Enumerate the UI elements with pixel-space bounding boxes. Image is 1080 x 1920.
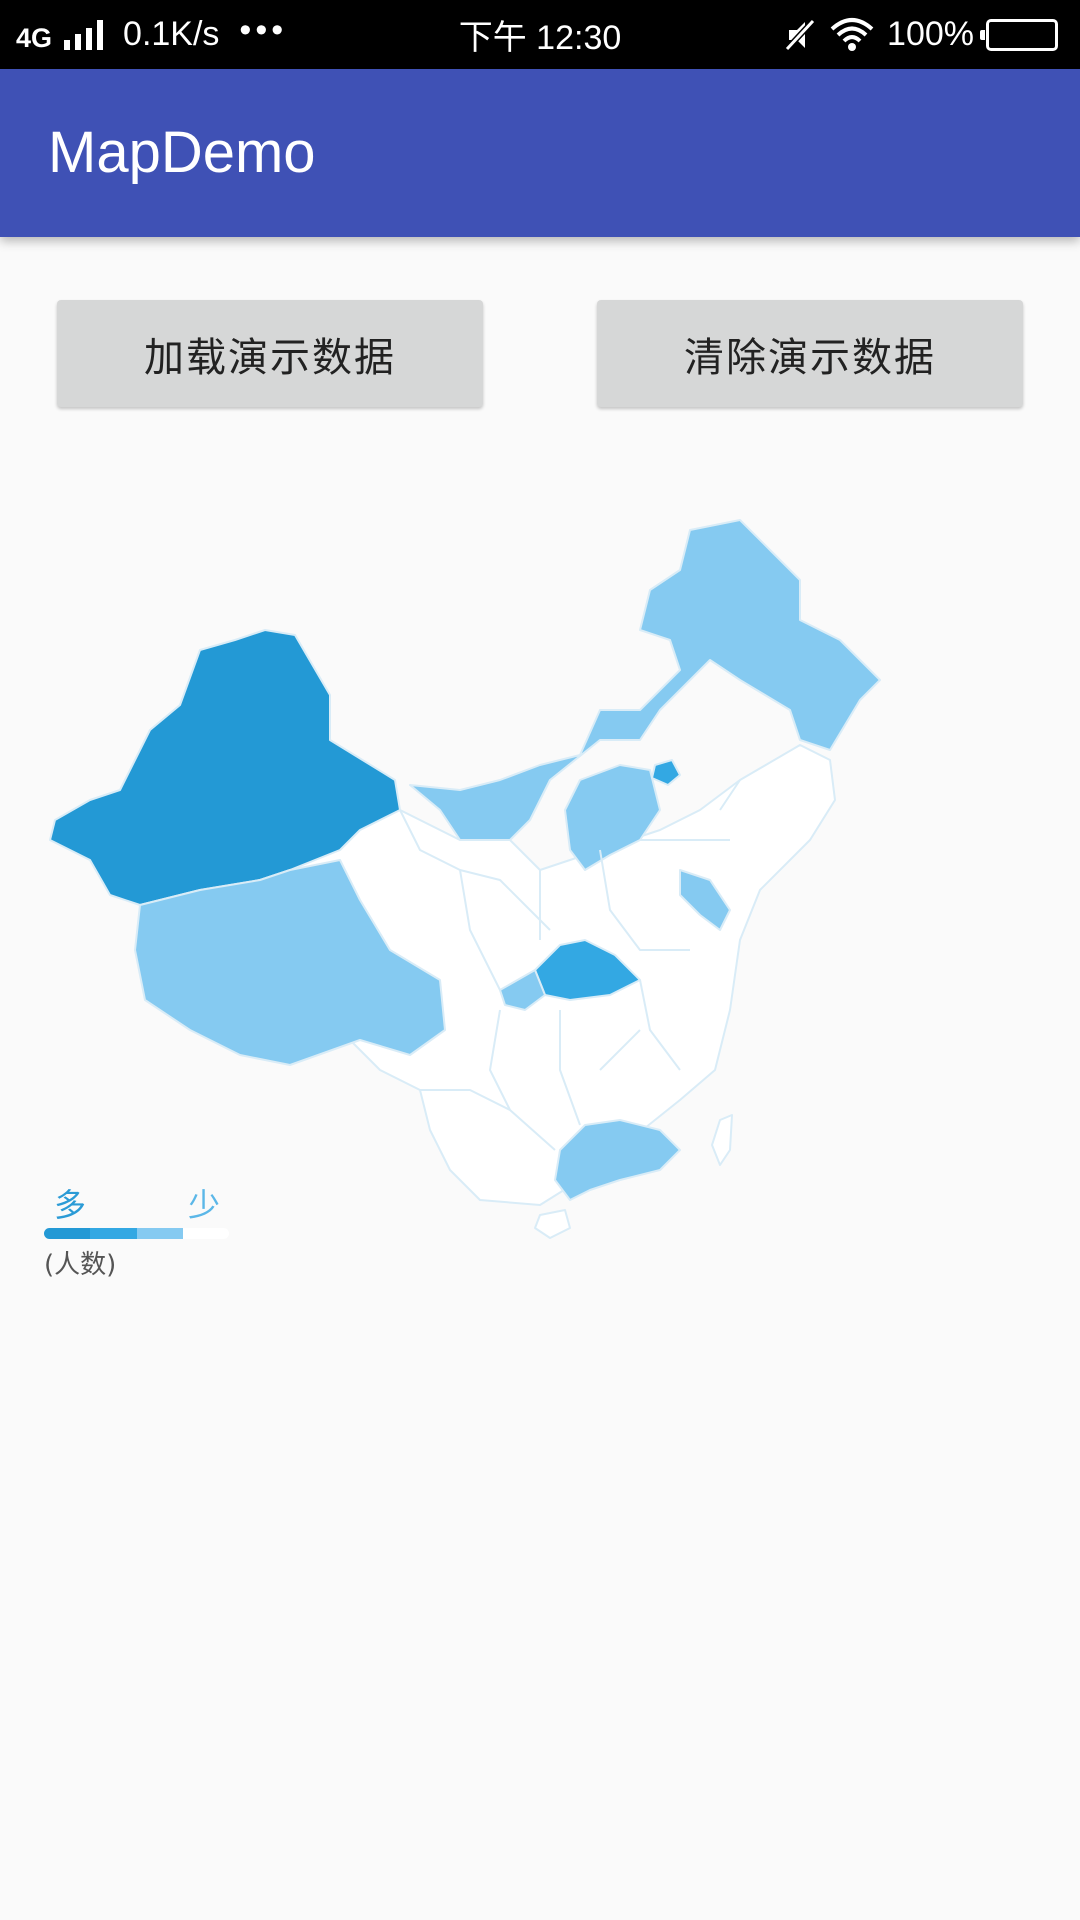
region-north[interactable]: [409, 519, 881, 841]
region-taiwan[interactable]: [711, 1114, 733, 1166]
network-type: 4G: [16, 23, 53, 53]
legend-swatch-1: [44, 1228, 91, 1239]
china-map[interactable]: [40, 510, 1040, 1250]
region-jiangsu[interactable]: [679, 869, 731, 931]
load-demo-data-button[interactable]: 加载演示数据: [57, 300, 483, 407]
app-title: MapDemo: [48, 120, 316, 185]
wifi-icon: [830, 17, 874, 51]
clear-demo-data-button[interactable]: 清除演示数据: [597, 300, 1023, 407]
region-chongqing[interactable]: [499, 969, 546, 1011]
clock: 下午 12:30: [458, 19, 622, 57]
legend-less-label: 少: [188, 1186, 221, 1224]
app-bar: MapDemo: [0, 69, 1080, 237]
battery-percent: 100%: [887, 15, 974, 53]
status-bar: 4G 0.1K/s ••• 下午 12:30 100%: [0, 0, 1080, 69]
map-legend: 多 少 (人数): [44, 1180, 244, 1280]
signal-icon: [64, 19, 104, 50]
china-map-svg: [49, 519, 881, 1239]
mute-icon: [784, 18, 816, 51]
legend-more-label: 多: [54, 1186, 87, 1224]
more-dots-icon: •••: [239, 11, 288, 49]
region-guangdong[interactable]: [554, 1119, 681, 1201]
network-speed: 0.1K/s: [123, 15, 220, 53]
legend-swatch-3: [136, 1228, 183, 1239]
region-shanxi-hebei[interactable]: [564, 764, 661, 871]
region-hainan[interactable]: [534, 1209, 571, 1239]
region-beijing[interactable]: [651, 759, 681, 786]
region-tibet[interactable]: [134, 859, 446, 1066]
legend-swatch-2: [90, 1228, 137, 1239]
legend-unit-label: (人数): [44, 1250, 117, 1280]
legend-color-scale: [44, 1228, 229, 1239]
legend-swatch-4: [182, 1228, 229, 1239]
battery-icon: [980, 18, 1058, 51]
